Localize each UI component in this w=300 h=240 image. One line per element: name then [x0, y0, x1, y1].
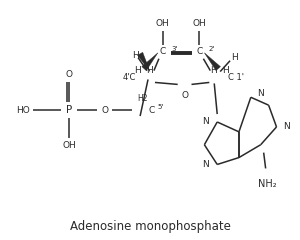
Text: O: O: [181, 91, 188, 100]
Text: H: H: [146, 66, 152, 75]
Text: N: N: [202, 117, 209, 126]
Text: 3': 3': [172, 46, 178, 52]
Text: NH₂: NH₂: [258, 179, 277, 189]
Text: C: C: [196, 47, 203, 56]
Text: HO: HO: [16, 106, 30, 115]
Text: H: H: [222, 66, 229, 75]
Text: O: O: [101, 106, 108, 115]
Text: C 1': C 1': [228, 73, 244, 82]
Polygon shape: [142, 53, 158, 71]
Text: H: H: [134, 66, 140, 75]
Text: OH: OH: [62, 141, 76, 150]
Text: C: C: [148, 106, 154, 115]
Text: P: P: [66, 105, 72, 115]
Polygon shape: [137, 52, 150, 72]
Text: H: H: [132, 51, 139, 60]
Text: N: N: [257, 89, 263, 98]
Text: O: O: [65, 70, 72, 79]
Polygon shape: [204, 53, 220, 71]
Text: Adenosine monophosphate: Adenosine monophosphate: [70, 220, 230, 233]
Text: H: H: [210, 66, 217, 75]
Text: 2': 2': [208, 46, 214, 52]
Text: C: C: [160, 47, 166, 56]
Text: H2: H2: [137, 94, 147, 103]
Text: H: H: [231, 53, 237, 62]
Text: 5': 5': [158, 104, 164, 110]
Text: N: N: [284, 122, 290, 132]
Text: 4'C: 4'C: [123, 73, 136, 82]
Text: N: N: [202, 160, 209, 169]
Text: OH: OH: [193, 19, 206, 28]
Text: OH: OH: [156, 19, 170, 28]
